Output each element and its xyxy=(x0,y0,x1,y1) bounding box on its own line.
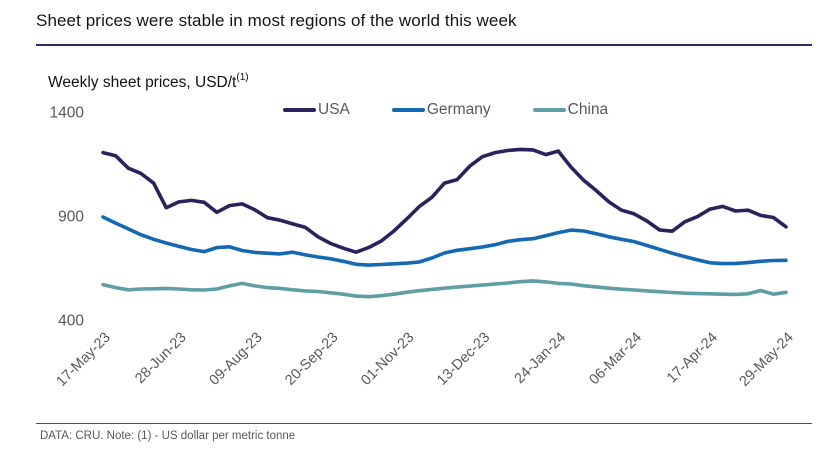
chart-subtitle-text: Weekly sheet prices, USD/t xyxy=(48,74,237,91)
legend-label-china: China xyxy=(567,101,609,118)
x-axis-tick-label: 09-Aug-23 xyxy=(206,330,265,389)
china-line-swatch xyxy=(532,108,566,112)
footer-divider xyxy=(36,423,812,424)
chart-subtitle: Weekly sheet prices, USD/t(1) xyxy=(48,71,249,92)
legend-item-usa: USA xyxy=(283,101,350,119)
china-price-line xyxy=(101,279,788,299)
source-note: DATA: CRU. Note: (1) - US dollar per met… xyxy=(40,430,296,442)
x-axis-tick-label: 20-Sep-23 xyxy=(282,330,341,389)
x-axis-tick-label: 01-Nov-23 xyxy=(358,330,417,389)
legend-item-china: China xyxy=(532,101,609,119)
x-axis-tick-label: 29-May-24 xyxy=(737,330,797,390)
x-axis-tick-label: 28-Jun-23 xyxy=(132,330,189,387)
germany-line-swatch xyxy=(391,108,425,112)
x-axis-tick-label: 17-Apr-24 xyxy=(664,330,721,387)
y-axis-tick-label: 1400 xyxy=(50,105,85,122)
figure-title: Sheet prices were stable in most regions… xyxy=(36,11,517,30)
x-axis-tick-label: 13-Dec-23 xyxy=(434,330,493,389)
chart-legend: USA Germany China xyxy=(283,101,608,119)
legend-label-usa: USA xyxy=(318,101,350,118)
y-axis-tick-label: 900 xyxy=(58,209,84,226)
legend-item-germany: Germany xyxy=(391,101,491,119)
usa-line-swatch xyxy=(283,108,316,112)
germany-price-line xyxy=(101,215,788,267)
y-axis-tick-label: 400 xyxy=(58,313,84,330)
usa-price-line xyxy=(101,147,788,254)
legend-label-germany: Germany xyxy=(426,101,491,118)
title-divider xyxy=(36,44,812,46)
footnote-marker: (1) xyxy=(236,71,249,83)
x-axis-tick-label: 17-May-23 xyxy=(54,330,114,390)
x-axis-tick-label: 06-Mar-24 xyxy=(586,330,645,389)
x-axis-tick-label: 24-Jan-24 xyxy=(512,330,569,387)
